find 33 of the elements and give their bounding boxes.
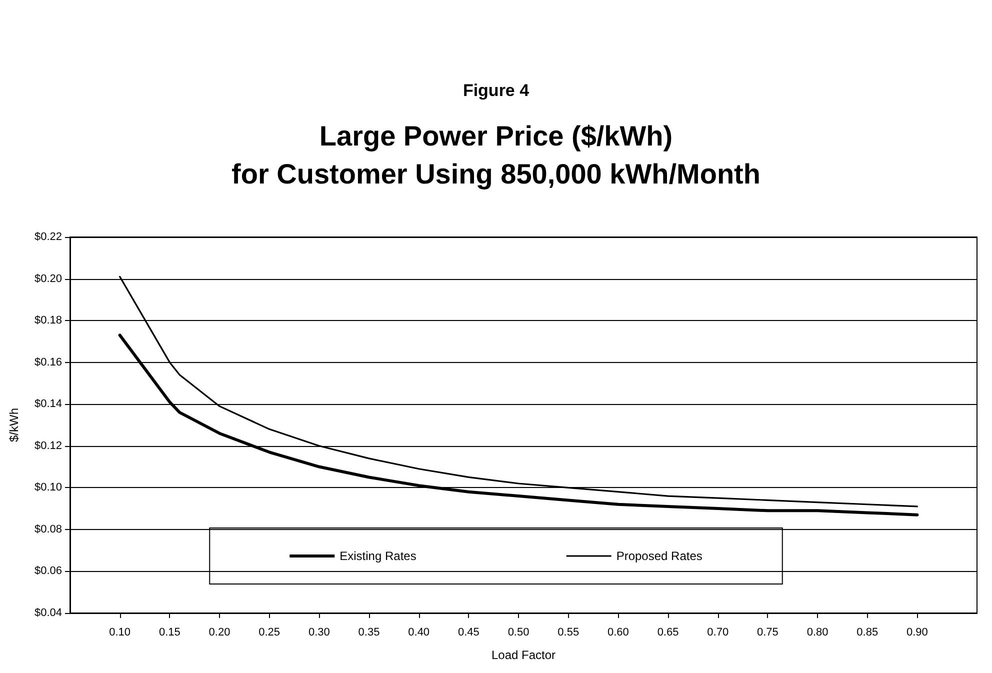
x-tick-label: 0.10 [109,626,131,638]
legend-label: Existing Rates [340,549,416,563]
x-tick-label: 0.15 [158,626,180,638]
x-tick-label: 0.25 [258,626,280,638]
chart-title: Large Power Price ($/kWh) for Customer Using 850,000 kWh/Month [232,120,760,190]
x-tick-label: 0.80 [806,626,828,638]
x-tick-label: 0.90 [906,626,928,638]
y-axis-title: $/kWh [7,408,21,442]
x-tick-label: 0.20 [208,626,230,638]
x-tick-label: 0.60 [607,626,629,638]
y-tick-label: $0.22 [34,231,62,243]
caption: Figure 4 [462,81,530,100]
x-tick-label: 0.35 [358,626,380,638]
x-tick-label: 0.70 [707,626,729,638]
legend-label: Proposed Rates [616,549,702,563]
y-tick-label: $0.20 [34,272,62,285]
x-tick-label: 0.85 [856,626,878,638]
y-tick-label: $0.04 [34,607,62,619]
x-axis-title: Load Factor [491,648,556,662]
y-tick-label: $0.08 [34,523,62,536]
y-tick-label: $0.18 [34,314,62,327]
x-tick-label: 0.30 [308,626,330,638]
x-tick-label: 0.65 [657,626,679,638]
x-tick-label: 0.75 [756,626,778,638]
y-tick-label: $0.06 [34,565,62,578]
y-tick-label: $0.10 [34,482,62,494]
x-tick-label: 0.40 [408,626,430,638]
x-tick-label: 0.55 [558,626,580,638]
y-tick-label: $0.12 [34,440,62,452]
y-tick-label: $0.14 [34,398,62,410]
x-tick-label: 0.45 [458,626,480,638]
y-tick-label: $0.16 [34,356,62,368]
x-tick-label: 0.50 [508,626,530,638]
